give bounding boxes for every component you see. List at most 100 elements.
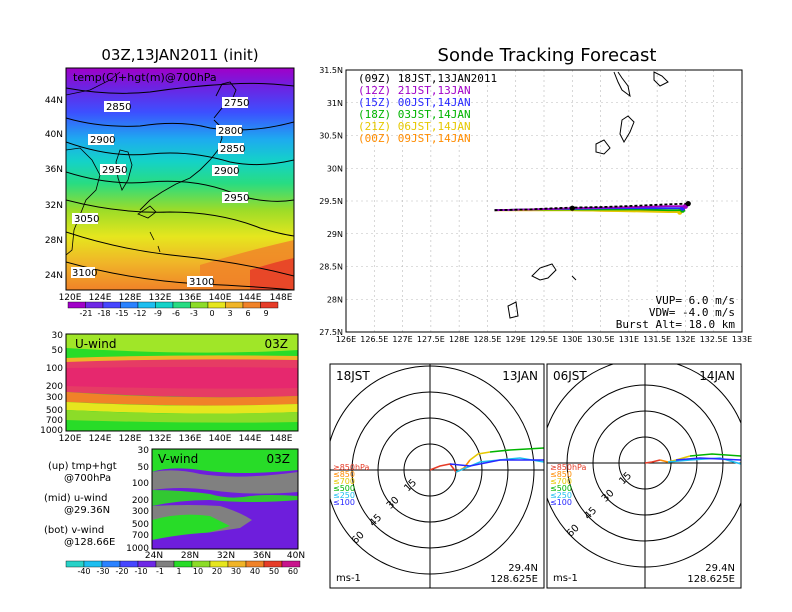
track-end-point <box>685 201 691 207</box>
x-tick-label: 127E <box>392 335 412 344</box>
legend-bot: (bot) v-wind <box>44 525 104 536</box>
colorbar-label: 3 <box>227 309 232 318</box>
pressure-label: 200 <box>132 496 149 506</box>
wind-colorbar-labels: -40 -30 -20 -10 -1 1 10 20 30 40 50 60 <box>77 567 298 576</box>
level-legend: ≥850hPa <box>550 463 587 472</box>
hodograph-time-label: 18JST <box>336 369 370 383</box>
lon-label: 132E <box>149 293 172 303</box>
level-legend: ≤850 <box>550 470 572 479</box>
contour-label: 2750 <box>224 98 249 109</box>
pressure-label: 100 <box>46 364 63 374</box>
colorbar-label: 20 <box>212 567 222 576</box>
annotation-vdw: VDW= -4.0 m/s <box>649 306 735 319</box>
pressure-label: 700 <box>132 531 149 541</box>
hodograph-lon: 128.625E <box>687 574 735 585</box>
pressure-label: 300 <box>46 393 63 403</box>
colorbar-swatch <box>120 301 139 309</box>
x-tick-label: 130.5E <box>587 335 615 344</box>
lon-label: 140E <box>209 434 232 444</box>
colorbar-label: -20 <box>115 567 128 576</box>
pressure-label: 100 <box>132 479 149 489</box>
y-tick-label: 29.5N <box>319 197 343 206</box>
colorbar-label: -6 <box>172 309 180 318</box>
legend-entry: (00Z) 09JST,14JAN <box>358 132 471 145</box>
lon-label: 148E <box>270 434 293 444</box>
contour-label: 3100 <box>72 268 97 279</box>
colorbar-label: -40 <box>77 567 90 576</box>
colorbar-label: 6 <box>245 309 250 318</box>
hodograph-2 <box>547 364 741 588</box>
lat-label: 24N <box>145 551 163 561</box>
level-legend: ≤100 <box>550 498 572 507</box>
legend-mid-level: @29.36N <box>64 505 110 516</box>
legend-entry: (21Z) 06JST,14JAN <box>358 120 471 133</box>
colorbar-swatch <box>102 301 121 309</box>
y-tick-label: 30.5N <box>319 132 343 141</box>
lat-label: 24N <box>45 271 63 281</box>
y-tick-label: 28.5N <box>319 263 343 272</box>
contour-label: 3050 <box>74 214 99 225</box>
y-tick-label: 27.5N <box>319 328 343 337</box>
pressure-label: 1000 <box>126 544 149 554</box>
lon-label: 144E <box>239 434 262 444</box>
hodograph-date-label: 14JAN <box>699 369 735 383</box>
legend-entry: (18Z) 03JST,14JAN <box>358 108 471 121</box>
colorbar-label: -1 <box>156 567 164 576</box>
lat-label: 44N <box>45 96 63 106</box>
x-tick-label: 133E <box>732 335 752 344</box>
x-tick-label: 132E <box>675 335 695 344</box>
colorbar-swatch <box>67 301 86 309</box>
level-legend: ≤100 <box>333 498 355 507</box>
lat-label: 32N <box>217 551 235 561</box>
colorbar-label: -18 <box>97 309 110 318</box>
colorbar-label: 10 <box>193 567 203 576</box>
v-wind-panel <box>152 449 298 549</box>
hodograph-1 <box>330 364 544 588</box>
pressure-label: 700 <box>46 416 63 426</box>
lon-label: 128E <box>119 293 142 303</box>
lat-label: 28N <box>181 551 199 561</box>
x-tick-label: 131E <box>619 335 639 344</box>
colorbar-label: 1 <box>176 567 181 576</box>
legend-entry: (12Z) 21JST,13JAN <box>358 84 471 97</box>
lon-label: 136E <box>179 434 202 444</box>
pressure-label: 30 <box>52 331 64 341</box>
u-wind-time: 03Z <box>265 337 289 351</box>
lon-label: 140E <box>209 293 232 303</box>
y-tick-label: 29N <box>327 230 343 239</box>
temperature-colorbar <box>67 301 279 309</box>
level-legend: ≤500 <box>333 484 355 493</box>
lon-label: 128E <box>119 434 142 444</box>
level-legend: ≤500 <box>550 484 572 493</box>
contour-label: 2900 <box>214 166 239 177</box>
v-wind-pressure-labels: 30 50 100 200 300 500 700 1000 <box>126 446 149 554</box>
level-legend: ≤700 <box>333 477 355 486</box>
x-tick-label: 128.5E <box>473 335 501 344</box>
colorbar-swatch <box>225 301 244 309</box>
lat-label: 32N <box>45 201 63 211</box>
x-tick-label: 126E <box>336 335 356 344</box>
lon-label: 124E <box>89 434 112 444</box>
level-legend: ≤250 <box>333 491 355 500</box>
track-annotations: VUP= 6.0 m/s VDW= -4.0 m/s Burst Alt= 18… <box>616 294 736 331</box>
colorbar-label: 9 <box>263 309 268 318</box>
pressure-label: 300 <box>132 507 149 517</box>
hodograph-lon: 128.625E <box>490 574 538 585</box>
legend-entry: (09Z) 18JST,13JAN2011 <box>358 72 497 85</box>
colorbar-swatch <box>207 301 226 309</box>
lon-label: 132E <box>149 434 172 444</box>
colorbar-label: 40 <box>250 567 260 576</box>
lat-label: 36N <box>253 551 271 561</box>
pressure-label: 500 <box>132 520 149 530</box>
colorbar-swatch <box>190 301 209 309</box>
lat-label: 40N <box>45 130 63 140</box>
colorbar-label: -10 <box>134 567 147 576</box>
x-tick-label: 126.5E <box>360 335 388 344</box>
x-tick-label: 130E <box>562 335 582 344</box>
wind-colorbar <box>65 560 301 568</box>
track-coastlines <box>507 71 669 319</box>
track-grid <box>346 70 742 332</box>
colorbar-label: -9 <box>154 309 162 318</box>
left-panel-title: 03Z,13JAN2011 (init) <box>101 46 258 64</box>
legend-up: (up) tmp+hgt <box>48 461 117 472</box>
